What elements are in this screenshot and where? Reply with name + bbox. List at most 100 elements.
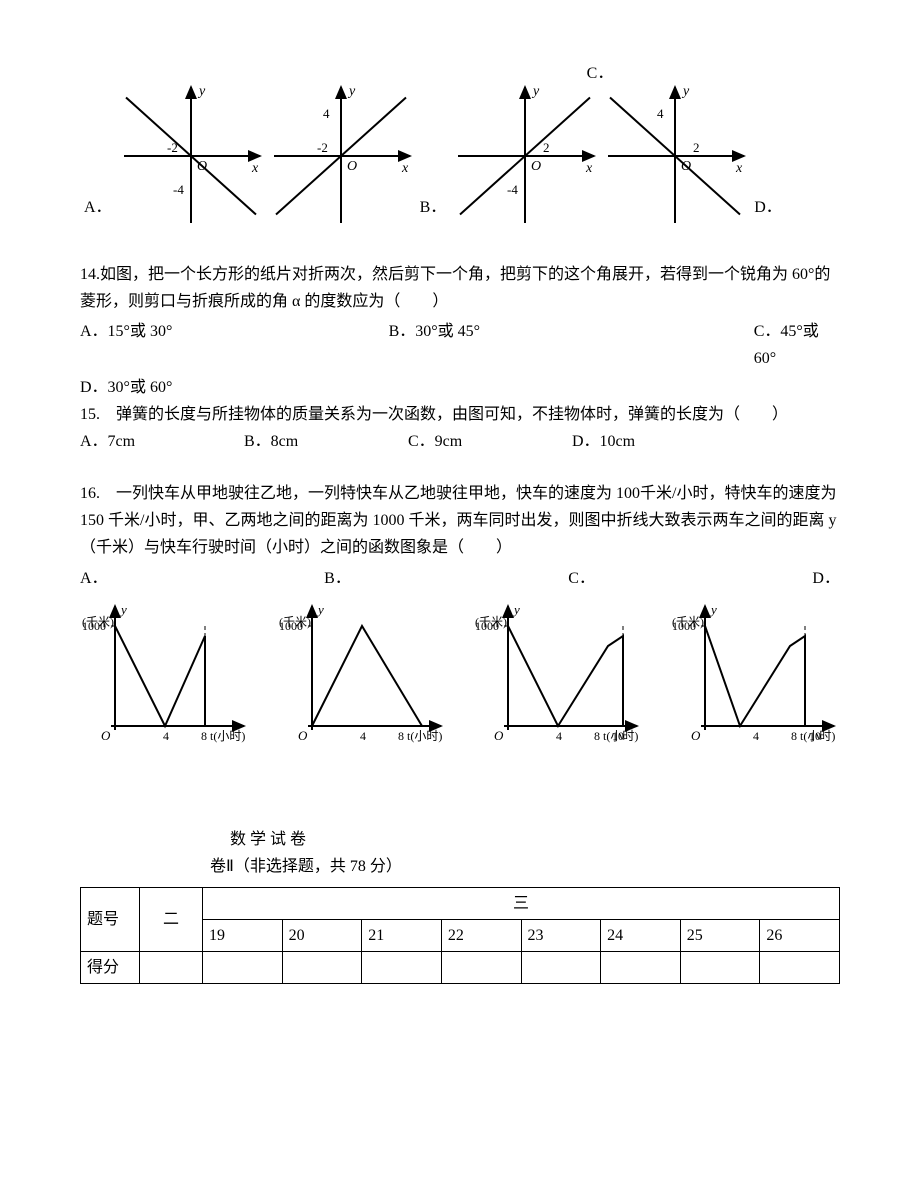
cell-blank xyxy=(680,952,760,984)
cell-blank xyxy=(760,952,840,984)
svg-text:O: O xyxy=(691,728,701,743)
svg-text:y: y xyxy=(347,84,356,99)
svg-text:x: x xyxy=(585,161,593,176)
svg-text:t(小时): t(小时) xyxy=(800,729,835,743)
q13-opt-a: A． xyxy=(84,194,112,221)
svg-text:y: y xyxy=(709,602,717,617)
svg-text:x: x xyxy=(401,161,409,176)
svg-text:t(小时): t(小时) xyxy=(210,729,245,743)
svg-text:y: y xyxy=(512,602,520,617)
col-24: 24 xyxy=(601,919,681,951)
cell-blank xyxy=(362,952,442,984)
svg-text:4: 4 xyxy=(753,729,759,743)
cell-blank xyxy=(282,952,362,984)
cell-blank xyxy=(140,952,203,984)
q13-graph-3: O x y 2 4 D． xyxy=(600,81,786,231)
svg-text:4: 4 xyxy=(360,729,366,743)
cell-blank xyxy=(203,952,283,984)
q13-graph-row: A． O x y -2 -4 O x y -2 4 B． O x y 2 -4 xyxy=(80,81,840,231)
q14-opt-b: B．30°或 45° xyxy=(389,318,634,372)
svg-text:-2: -2 xyxy=(317,140,328,155)
q13-opt-b: B． xyxy=(420,194,447,221)
svg-text:1000: 1000 xyxy=(475,619,499,633)
svg-text:O: O xyxy=(494,728,504,743)
q14-opt-d: D．30°或 60° xyxy=(80,374,840,401)
col-26: 26 xyxy=(760,919,840,951)
q16-text: 16. 一列快车从甲地驶往乙地，一列特快车从乙地驶往甲地，快车的速度为 100千… xyxy=(80,480,840,562)
svg-text:-4: -4 xyxy=(173,182,184,197)
table-row: 得分 xyxy=(81,952,840,984)
q13-opt-d: D． xyxy=(754,194,782,221)
svg-text:O: O xyxy=(681,159,691,174)
q16-graph-row: y (千米) 1000 O 48 t(小时) y (千米) 1000 O 48 … xyxy=(80,596,840,756)
q15-opt-c: C．9cm xyxy=(408,428,568,455)
cell-san: 三 xyxy=(203,887,840,919)
q16-graph-1: y (千米) 1000 O 48 t(小时) xyxy=(277,596,447,756)
col-19: 19 xyxy=(203,919,283,951)
svg-text:8: 8 xyxy=(594,729,600,743)
cell-blank xyxy=(441,952,521,984)
svg-text:4: 4 xyxy=(556,729,562,743)
q16-opt-c-label: C． xyxy=(568,565,758,592)
col-22: 22 xyxy=(441,919,521,951)
svg-text:x: x xyxy=(251,161,259,176)
q13-graph-0: A． O x y -2 -4 xyxy=(80,81,266,231)
q16-graph-3: y (千米) 1000 O 4810 t(小时) xyxy=(670,596,840,756)
q16-opt-labels: A． B． C． D． xyxy=(80,565,840,592)
q16-graph-0: y (千米) 1000 O 48 t(小时) xyxy=(80,596,250,756)
q15-opt-a: A．7cm xyxy=(80,428,240,455)
cell-blank xyxy=(601,952,681,984)
col-23: 23 xyxy=(521,919,601,951)
q14-text: 14.如图，把一个长方形的纸片对折两次，然后剪下一个角，把剪下的这个角展开，若得… xyxy=(80,261,840,315)
svg-text:8: 8 xyxy=(201,729,207,743)
svg-text:2: 2 xyxy=(693,140,700,155)
svg-text:O: O xyxy=(298,728,308,743)
col-21: 21 xyxy=(362,919,442,951)
q16-opt-b-label: B． xyxy=(324,565,514,592)
svg-text:1000: 1000 xyxy=(672,619,696,633)
svg-text:4: 4 xyxy=(323,106,330,121)
svg-text:O: O xyxy=(347,159,357,174)
q13-graph-2: O x y 2 -4 xyxy=(450,81,600,231)
svg-text:4: 4 xyxy=(163,729,169,743)
svg-text:y: y xyxy=(197,84,206,99)
svg-text:O: O xyxy=(531,159,541,174)
svg-text:-4: -4 xyxy=(507,182,518,197)
svg-text:O: O xyxy=(101,728,111,743)
paper-title: 数 学 试 卷 xyxy=(80,826,840,853)
q16-opt-a-label: A． xyxy=(80,565,270,592)
svg-text:y: y xyxy=(316,602,324,617)
col-25: 25 xyxy=(680,919,760,951)
col-20: 20 xyxy=(282,919,362,951)
svg-text:-2: -2 xyxy=(167,140,178,155)
cell-defen: 得分 xyxy=(81,952,140,984)
cell-tihao: 题号 xyxy=(81,887,140,951)
svg-text:1000: 1000 xyxy=(279,619,303,633)
score-table: 题号 二 三 1920212223242526 得分 xyxy=(80,887,840,985)
q14-opt-c: C．45°或 60° xyxy=(754,318,840,372)
svg-text:2: 2 xyxy=(543,140,550,155)
svg-text:8: 8 xyxy=(791,729,797,743)
q16-graph-2: y (千米) 1000 O 4810 t(小时) xyxy=(473,596,643,756)
svg-text:t(小时): t(小时) xyxy=(407,729,442,743)
paper-subtitle: 卷Ⅱ（非选择题，共 78 分） xyxy=(80,853,840,880)
svg-text:8: 8 xyxy=(398,729,404,743)
cell-er: 二 xyxy=(140,887,203,951)
q15-text: 15. 弹簧的长度与所挂物体的质量关系为一次函数，由图可知，不挂物体时，弹簧的长… xyxy=(80,401,840,428)
svg-text:O: O xyxy=(197,159,207,174)
svg-text:t(小时): t(小时) xyxy=(603,729,638,743)
cell-blank xyxy=(521,952,601,984)
svg-text:4: 4 xyxy=(657,106,664,121)
q15-opt-d: D．10cm xyxy=(572,428,635,455)
svg-text:1000: 1000 xyxy=(82,619,106,633)
q13-graph-1: O x y -2 4 B． xyxy=(266,81,451,231)
q15-opt-b: B．8cm xyxy=(244,428,404,455)
q16-opt-d-label: D． xyxy=(812,565,840,592)
svg-text:y: y xyxy=(119,602,127,617)
table-row: 题号 二 三 xyxy=(81,887,840,919)
q14-opt-a: A．15°或 30° xyxy=(80,318,269,372)
q14-options: A．15°或 30° B．30°或 45° C．45°或 60° xyxy=(80,318,840,372)
svg-text:x: x xyxy=(735,161,743,176)
svg-text:y: y xyxy=(531,84,540,99)
q15-options: A．7cm B．8cm C．9cm D．10cm xyxy=(80,428,840,455)
